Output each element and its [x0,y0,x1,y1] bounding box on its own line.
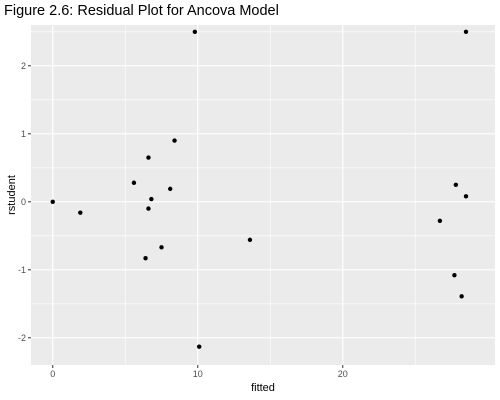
x-tick-label: 20 [338,369,348,379]
data-point [463,194,469,199]
x-axis-ticks: 0 10 20 [50,365,348,379]
grid-minor [31,25,495,365]
x-tick-label: 10 [193,369,203,379]
data-point [463,29,469,34]
y-tick-label: 0 [21,197,26,207]
x-axis-title: fitted [251,382,275,394]
data-point [197,344,202,349]
plot-panel [31,25,495,365]
data-point [50,199,55,204]
y-axis-title: rstudent [6,175,18,215]
data-points [50,29,469,349]
data-point [192,29,198,34]
y-tick-label: 1 [21,129,26,139]
data-point [131,180,137,185]
data-point [459,294,464,299]
data-point [452,273,457,278]
data-point [159,245,164,250]
y-tick-label: 2 [21,61,26,71]
data-point [453,182,459,187]
grid-major [31,25,495,365]
data-point [78,210,83,215]
y-tick-label: -1 [18,265,26,275]
data-point [146,155,151,160]
y-axis-ticks: -2 -1 0 1 2 [18,61,31,343]
data-point [143,256,148,261]
x-tick-label: 0 [50,369,55,379]
data-point [247,237,253,243]
y-tick-label: -2 [18,333,26,343]
data-point [146,206,151,211]
chart-title: Figure 2.6: Residual Plot for Ancova Mod… [4,3,279,19]
data-point [168,186,173,192]
data-point [149,196,154,202]
data-point [172,138,177,143]
data-point [437,218,443,224]
